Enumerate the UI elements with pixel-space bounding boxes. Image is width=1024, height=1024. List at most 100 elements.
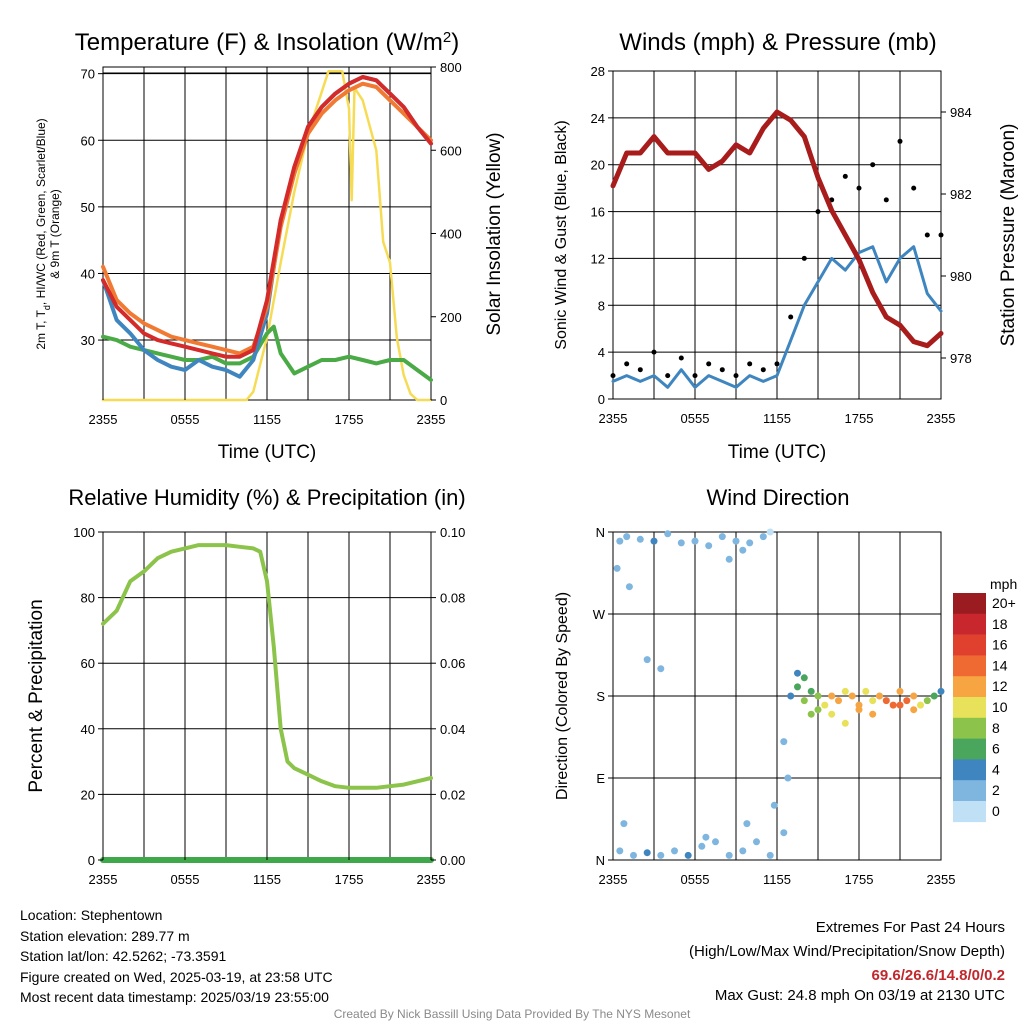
gust-point	[665, 373, 671, 379]
direction-point	[841, 719, 849, 727]
y-tick-label: 30	[81, 333, 95, 348]
winds-y2label: Station Pressure (Maroon)	[998, 124, 1019, 347]
insolation-line	[101, 69, 433, 402]
x-tick-label: 2355	[927, 411, 956, 426]
humidity-line	[101, 543, 433, 790]
direction-point	[770, 801, 778, 809]
y2-tick-label: 0.00	[440, 853, 465, 868]
direction-point	[636, 535, 644, 543]
x-tick-label: 2355	[599, 872, 628, 887]
direction-ticks: 2355 0555 1155 1755 2355 N E S W N	[593, 525, 956, 887]
direction-point	[691, 537, 699, 545]
legend-swatch	[953, 717, 986, 739]
winds-title: Winds (mph) & Pressure (mb)	[619, 29, 936, 56]
winds-grid	[613, 71, 941, 399]
credit-line: Created By Nick Bassill Using Data Provi…	[333, 1007, 691, 1021]
direction-point	[753, 838, 760, 846]
y-tick-label: 60	[81, 133, 95, 148]
direction-grid	[613, 532, 941, 860]
legend-swatch	[953, 759, 986, 781]
y2-tick-label: 800	[440, 60, 462, 75]
direction-point	[800, 697, 808, 705]
y-tick-label: 20	[591, 158, 605, 173]
direction-ylabel: Direction (Colored By Speed)	[554, 592, 571, 800]
direction-panel: Wind Direction 2355 0555 1155 1755 2355 N E S W N…	[554, 485, 1017, 887]
direction-point	[841, 687, 849, 695]
y2-tick-label: 982	[950, 187, 972, 202]
y-tick-label: 28	[591, 64, 605, 79]
gust-point	[938, 232, 944, 238]
y-tick-label: 8	[598, 298, 605, 313]
direction-point	[739, 847, 747, 855]
direction-point	[739, 546, 747, 554]
direction-point	[794, 669, 801, 677]
sonic-wind-line	[611, 245, 943, 389]
x-tick-label: 0555	[681, 872, 710, 887]
gust-point	[856, 185, 862, 191]
direction-point	[613, 564, 621, 572]
direction-point	[787, 692, 795, 700]
direction-point	[698, 842, 706, 850]
direction-point	[910, 692, 918, 700]
legend-swatch	[953, 697, 986, 719]
gust-point	[801, 255, 807, 261]
legend-swatch	[953, 801, 986, 823]
y2-tick-label: 600	[440, 143, 462, 158]
y-tick-label: W	[593, 607, 606, 622]
direction-point	[784, 774, 792, 782]
winds-xlabel: Time (UTC)	[728, 442, 827, 463]
direction-point	[616, 537, 624, 545]
y-tick-label: N	[596, 853, 605, 868]
direction-point	[766, 528, 774, 536]
info-latlon: Station lat/lon: 42.5262; -73.3591	[20, 948, 227, 964]
humidity-ylabel: Percent & Precipitation	[26, 599, 47, 792]
direction-point	[630, 851, 637, 859]
legend-label: 16	[992, 637, 1008, 653]
direction-point	[625, 583, 633, 591]
legend-swatch	[953, 655, 986, 677]
direction-point	[807, 687, 815, 695]
gust-point	[719, 367, 725, 373]
winds-ylabel: Sonic Wind & Gust (Blue, Black)	[553, 120, 570, 349]
y-tick-label: S	[596, 689, 605, 704]
direction-point	[759, 533, 767, 541]
gust-point	[842, 173, 848, 179]
temperature-ylabel: 2m T, Td, HI/WC (Red, Green, Scarlet/Blu…	[34, 118, 62, 349]
legend-swatch	[953, 676, 986, 698]
legend-label: 2	[992, 782, 1000, 798]
svg-text:& 9m T (Orange): & 9m T (Orange)	[48, 189, 62, 279]
gust-point	[651, 349, 657, 355]
direction-point	[794, 683, 801, 691]
y-tick-label: 0	[598, 392, 605, 407]
x-tick-label: 1755	[845, 411, 874, 426]
humidity-grid	[103, 532, 431, 860]
legend-swatch	[953, 738, 986, 760]
x-tick-label: 0555	[171, 412, 200, 427]
direction-point	[903, 697, 911, 705]
direction-point	[896, 687, 904, 695]
legend-label: 12	[992, 678, 1008, 694]
direction-point	[671, 847, 678, 855]
direction-point	[923, 697, 931, 705]
direction-point	[732, 537, 740, 545]
extremes-values: 69.6/26.6/14.8/0/0.2	[871, 967, 1005, 984]
y2-tick-label: 0.08	[440, 591, 465, 606]
direction-point	[882, 697, 890, 705]
direction-point	[643, 656, 651, 664]
winds-ticks: 2355 0555 1155 1755 2355 0 4 8 12 16 20 24 28 978 980 9…	[591, 64, 972, 426]
temperature-y2label: Solar Insolation (Yellow)	[484, 132, 505, 335]
y2-tick-label: 200	[440, 310, 462, 325]
x-tick-label: 2355	[89, 412, 118, 427]
direction-point	[910, 706, 918, 714]
extremes-line1: Extremes For Past 24 Hours	[815, 919, 1005, 936]
y-tick-label: 40	[81, 266, 95, 281]
humidity-ticks: 2355 0555 1155 1755 2355 0 20 40 60 80 100 0.00 0.02…	[73, 525, 465, 887]
y2-tick-label: 0.02	[440, 787, 465, 802]
y2-tick-label: 400	[440, 227, 462, 242]
temperature-panel: Temperature (F) & Insolation (W/m2) 2355…	[34, 29, 505, 464]
direction-point	[677, 539, 685, 547]
gust-point	[760, 367, 766, 373]
direction-point	[869, 710, 877, 718]
y-tick-label: 12	[591, 251, 605, 266]
humidity-title: Relative Humidity (%) & Precipitation (i…	[68, 485, 465, 510]
